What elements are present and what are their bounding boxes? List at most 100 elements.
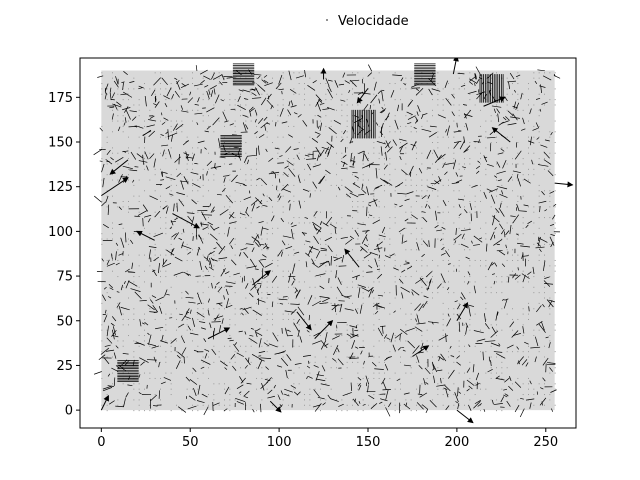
vector-dot: [325, 115, 327, 117]
velocity-vector: [483, 96, 506, 107]
vector-dot: [197, 109, 199, 111]
field-vector: [504, 393, 509, 397]
vector-dot: [176, 168, 177, 170]
vector-dot: [229, 404, 231, 406]
vector-dot: [432, 72, 433, 74]
field-vector: [313, 332, 320, 337]
field-vector: [311, 258, 315, 265]
vector-dot: [160, 377, 161, 379]
vector-dot: [389, 179, 391, 181]
field-vector: [264, 242, 269, 250]
vector-dot: [186, 318, 188, 320]
field-vector: [532, 266, 535, 275]
field-vector: [315, 98, 321, 107]
field-vector: [479, 237, 483, 240]
field-vector: [455, 228, 457, 235]
field-vector: [230, 259, 237, 266]
field-vector: [440, 238, 443, 242]
vector-dot: [480, 383, 481, 385]
field-vector: [170, 219, 174, 226]
field-vector: [428, 131, 437, 138]
field-vector: [185, 151, 189, 161]
field-vector: [130, 288, 141, 292]
field-vector: [171, 247, 175, 253]
field-vector: [320, 249, 327, 252]
vector-dot: [362, 163, 364, 165]
vector-dot: [122, 88, 124, 90]
field-vector: [125, 109, 131, 120]
vector-dot: [517, 152, 519, 154]
field-vector: [493, 351, 503, 353]
vector-dot: [384, 238, 385, 240]
vector-dot: [368, 211, 369, 213]
vector-dot: [400, 131, 401, 133]
vector-grid-background: [101, 70, 555, 411]
vector-dot: [218, 313, 220, 315]
vector-dot: [362, 297, 364, 299]
vector-dot: [277, 265, 279, 267]
vector-dot: [122, 318, 124, 320]
field-vector: [415, 119, 419, 124]
vector-dot: [512, 329, 513, 331]
vector-dot: [277, 200, 279, 202]
vector-dot: [432, 115, 433, 117]
field-vector: [433, 375, 436, 384]
vector-dot: [224, 190, 225, 192]
field-vector: [516, 173, 519, 179]
field-vector: [139, 319, 142, 327]
field-vector: [510, 215, 516, 217]
vector-dot: [528, 152, 529, 154]
field-vector: [359, 304, 363, 314]
vector-dot: [474, 142, 476, 144]
vector-dot: [368, 136, 369, 138]
vector-dot: [261, 324, 263, 326]
vector-dot: [352, 217, 353, 219]
field-vector: [515, 74, 521, 78]
vector-dot: [362, 270, 364, 272]
vector-dot: [309, 222, 311, 224]
vector-dot: [469, 227, 471, 229]
vector-dot: [533, 286, 535, 288]
vector-dot: [256, 200, 257, 202]
field-vector: [238, 330, 243, 333]
vector-dot: [501, 410, 503, 412]
field-vector: [462, 166, 467, 169]
vector-dot: [528, 147, 529, 149]
field-vector: [411, 291, 414, 296]
vector-dot: [496, 195, 497, 197]
vector-dot: [320, 399, 321, 401]
vector-dot: [245, 249, 247, 251]
field-vector: [244, 396, 249, 399]
field-vector: [246, 243, 254, 246]
vector-dot: [325, 270, 327, 272]
field-vector: [403, 82, 407, 86]
field-vector: [432, 363, 438, 373]
vector-dot: [250, 179, 252, 181]
field-vector: [385, 141, 391, 149]
vector-dot: [400, 383, 401, 385]
field-vector: [406, 111, 413, 116]
vector-dot: [378, 270, 380, 272]
field-vector: [287, 199, 291, 203]
vector-dot: [106, 292, 108, 294]
vector-dot: [261, 270, 263, 272]
field-vector: [512, 214, 520, 224]
vector-dot: [554, 88, 556, 90]
field-vector: [254, 330, 258, 338]
field-vector: [358, 193, 365, 196]
field-vector: [313, 210, 318, 217]
vector-dot: [416, 259, 417, 261]
vector-dot: [362, 324, 364, 326]
field-vector: [301, 232, 307, 234]
field-vector: [166, 249, 175, 256]
x-tick-label: 0: [97, 435, 105, 450]
field-vector: [111, 316, 117, 322]
vector-dot: [224, 265, 225, 267]
vector-dot: [368, 217, 369, 219]
field-vector: [306, 330, 310, 333]
vector-dot: [432, 356, 433, 358]
vector-dot: [528, 120, 529, 122]
field-vector: [458, 391, 461, 394]
vector-dot: [314, 190, 316, 192]
vector-dot: [362, 410, 364, 412]
